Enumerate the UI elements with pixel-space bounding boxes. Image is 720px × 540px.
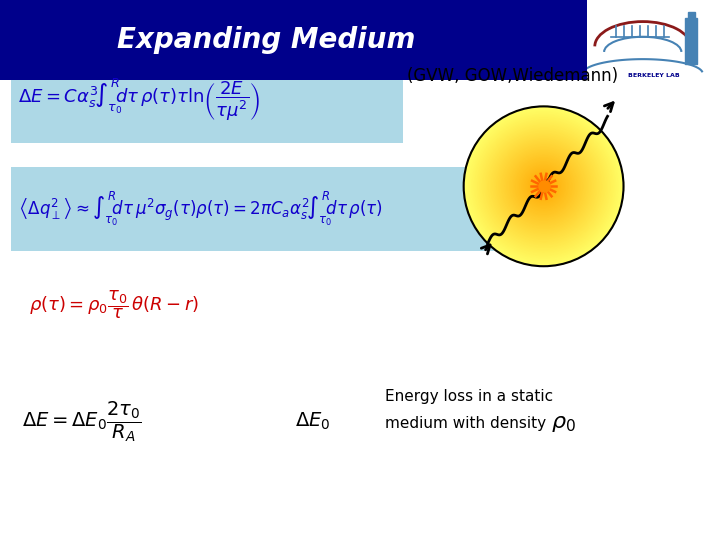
Circle shape [525,167,562,205]
Circle shape [502,144,585,228]
Text: BERKELEY LAB: BERKELEY LAB [628,72,679,78]
Circle shape [488,131,599,242]
Circle shape [498,140,590,232]
Circle shape [541,184,546,189]
Circle shape [513,155,575,218]
Text: Expanding Medium: Expanding Medium [117,26,415,54]
Circle shape [515,158,572,215]
Circle shape [518,160,570,212]
Circle shape [496,139,591,234]
Circle shape [533,176,554,197]
Circle shape [542,185,545,188]
Circle shape [521,163,567,210]
Circle shape [470,113,617,259]
Circle shape [493,136,594,237]
Circle shape [500,143,587,230]
Circle shape [472,114,616,258]
Circle shape [492,135,595,238]
Circle shape [468,111,619,262]
Text: $\rho_0$: $\rho_0$ [551,414,576,434]
Text: medium with density: medium with density [385,416,546,431]
Circle shape [469,112,618,261]
Circle shape [505,148,582,224]
Circle shape [479,122,608,251]
Circle shape [464,106,624,266]
Text: $\left\langle\Delta q_\perp^2\right\rangle \approx \int_{\tau_0}^{R}\!\! d\tau\,: $\left\langle\Delta q_\perp^2\right\rang… [18,190,383,228]
Circle shape [474,117,613,255]
Bar [11,167,554,251]
Circle shape [487,130,600,243]
Text: $\Delta E = \Delta E_0\dfrac{2\tau_0}{R_A}$: $\Delta E = \Delta E_0\dfrac{2\tau_0}{R_… [22,399,141,443]
Text: $\Delta E = C\alpha_s^3\!\int_{\tau_0}^{R}\!\! d\tau\,\rho(\tau)\tau \ln\!\left(: $\Delta E = C\alpha_s^3\!\int_{\tau_0}^{… [18,77,260,123]
Circle shape [537,179,550,193]
Circle shape [465,108,622,265]
Circle shape [508,151,579,221]
Circle shape [510,152,577,220]
Circle shape [526,168,561,204]
Circle shape [499,141,588,231]
Circle shape [522,165,565,208]
Circle shape [531,174,556,199]
Circle shape [473,116,614,256]
Text: (GVW, GOW,Wiedemann): (GVW, GOW,Wiedemann) [407,66,618,85]
Circle shape [534,177,553,196]
Circle shape [477,120,610,253]
Circle shape [516,159,571,213]
Circle shape [527,170,560,202]
Bar [587,0,720,80]
Circle shape [484,127,603,246]
Bar [688,12,695,22]
Circle shape [507,150,580,223]
Text: $\Delta E_0$: $\Delta E_0$ [295,410,330,432]
Circle shape [536,178,552,194]
Circle shape [503,146,584,227]
Circle shape [511,154,576,219]
Bar [11,57,403,143]
Text: Energy loss in a static: Energy loss in a static [385,389,554,404]
Circle shape [467,109,621,264]
Circle shape [480,123,607,250]
Text: $\rho(\tau) = \rho_0\dfrac{\tau_0}{\tau}\,\theta(R-r)$: $\rho(\tau) = \rho_0\dfrac{\tau_0}{\tau}… [29,289,199,321]
Circle shape [504,147,583,226]
Circle shape [495,138,593,235]
Circle shape [528,171,559,201]
Circle shape [485,128,602,245]
Circle shape [476,119,611,254]
Circle shape [519,162,568,211]
Circle shape [530,173,557,200]
Circle shape [490,132,598,240]
Circle shape [482,125,605,247]
Circle shape [491,133,596,239]
Circle shape [539,182,548,191]
Bar [685,18,698,64]
Circle shape [538,181,549,192]
Circle shape [523,166,564,207]
Circle shape [481,124,606,248]
Bar [0,0,587,80]
Circle shape [514,157,573,216]
